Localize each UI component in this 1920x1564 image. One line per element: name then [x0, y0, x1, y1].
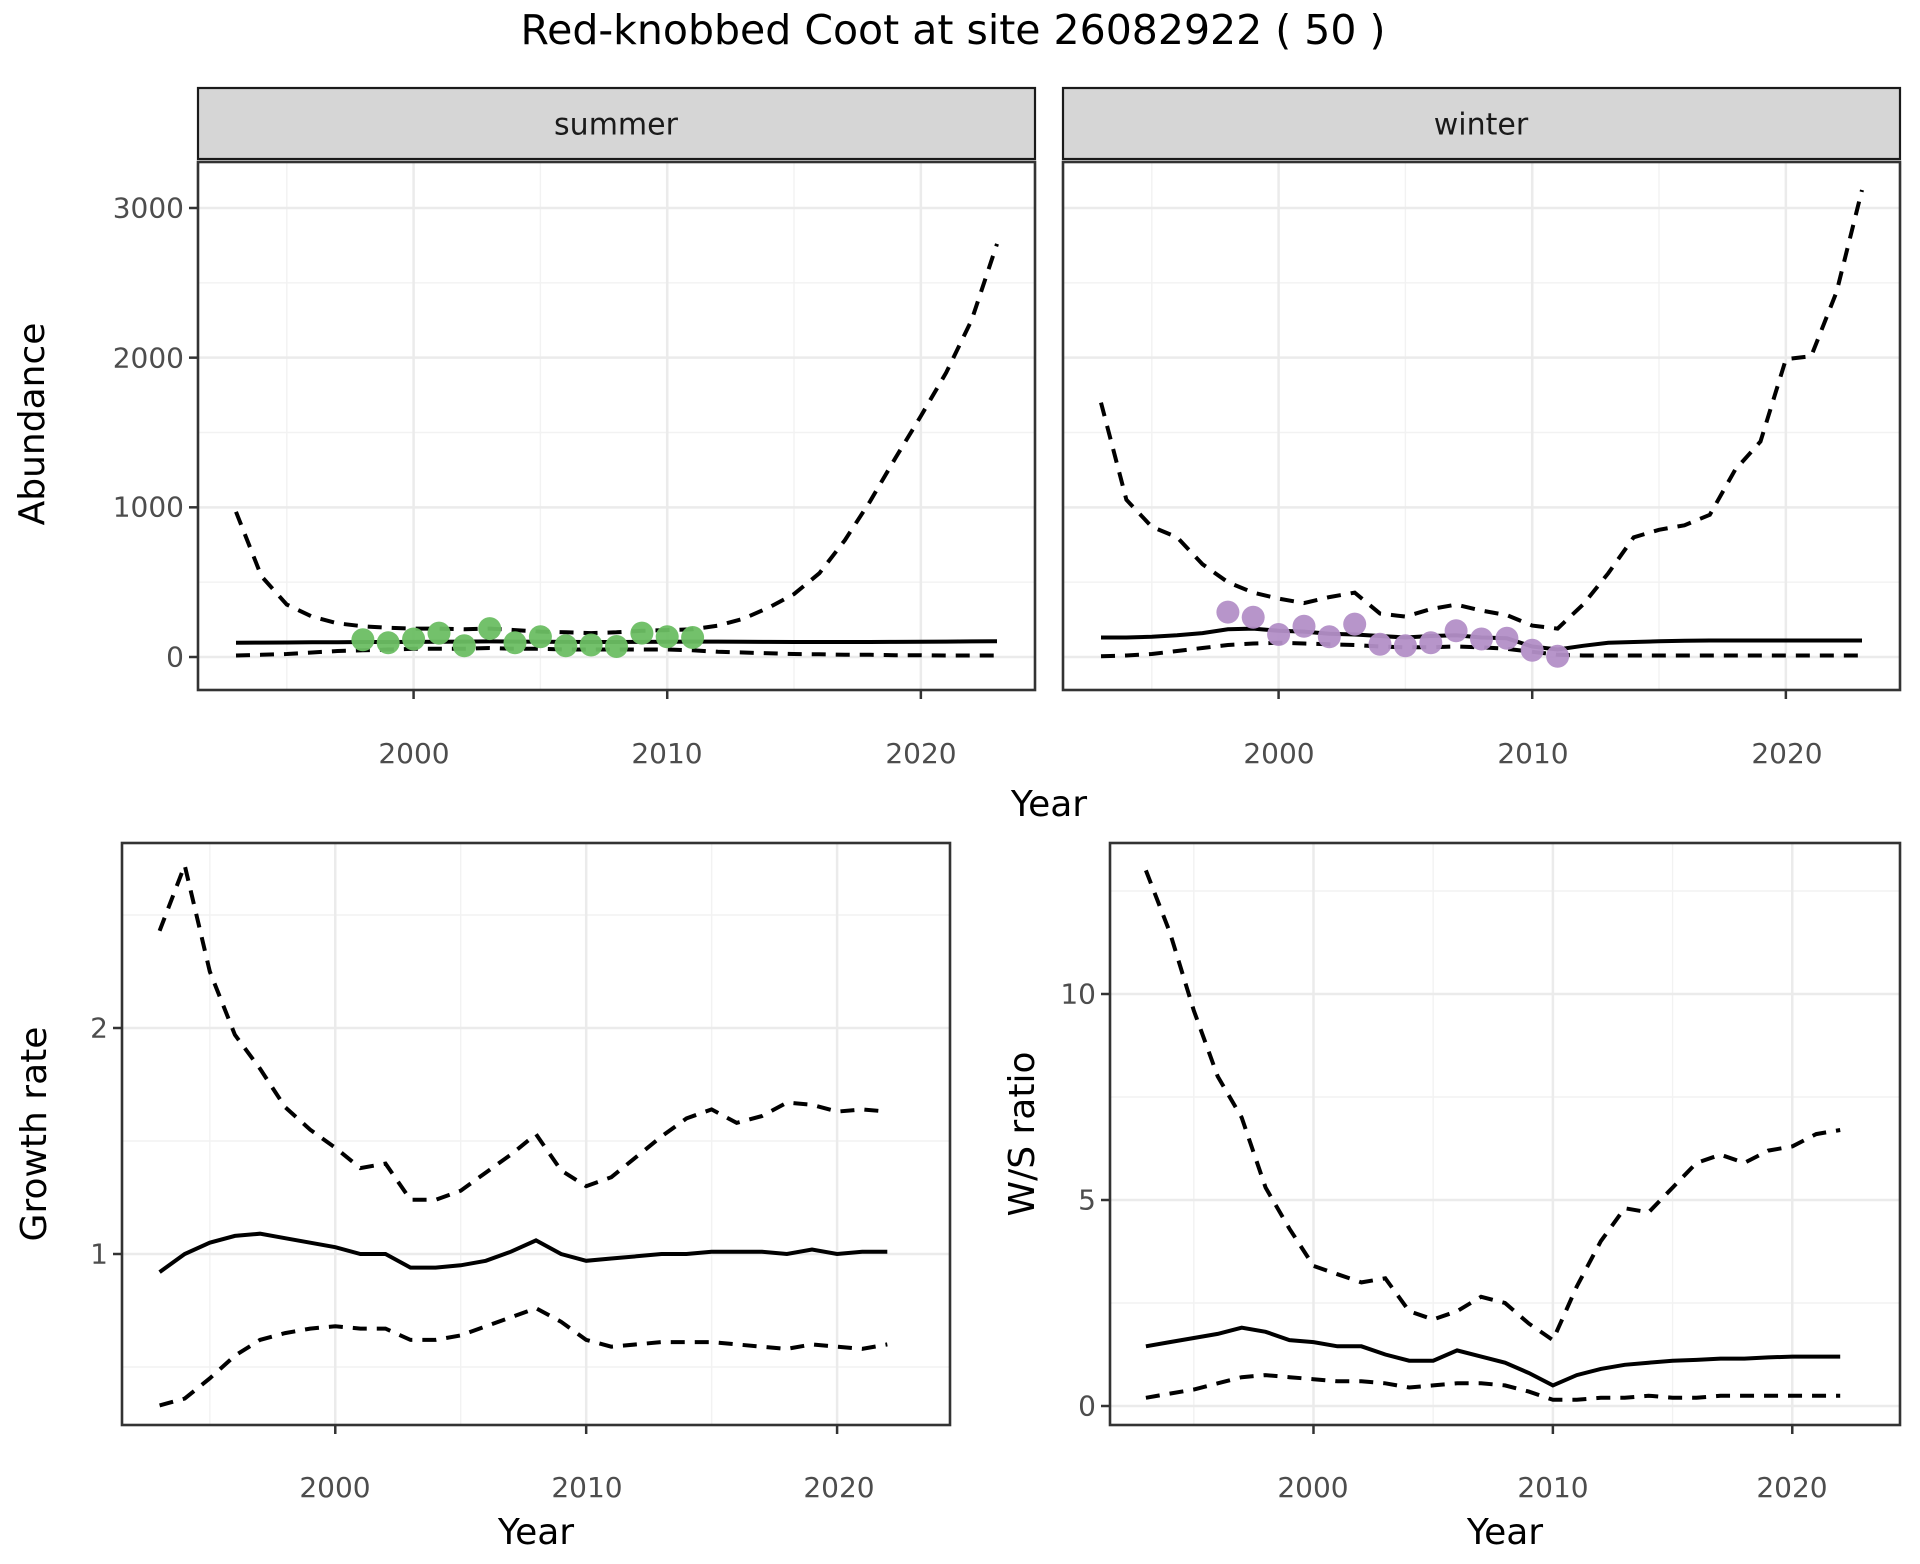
data-point-summer-2007 — [579, 633, 603, 657]
x-axis-title-year-growth: Year — [497, 1512, 574, 1553]
y-tick-ws-5: 5 — [1078, 1184, 1096, 1217]
series-fit — [158, 1231, 888, 1274]
facet-strip-summer-label: summer — [554, 108, 679, 143]
y-tick-growth-2: 2 — [90, 1012, 108, 1045]
data-point-winter-2000 — [1267, 623, 1291, 646]
chart-title: Red-knobbed Coot at site 26082922 ( 50 ) — [520, 6, 1385, 54]
data-point-winter-2002 — [1317, 625, 1341, 649]
data-point-winter-2001 — [1292, 614, 1316, 638]
data-point-summer-2008 — [605, 635, 628, 658]
data-point-winter-2011 — [1546, 644, 1570, 668]
data-point-summer-2006 — [554, 634, 578, 658]
series-lower_ci — [1100, 640, 1862, 659]
x-tick-ws-2010: 2010 — [1517, 1471, 1588, 1504]
facet-strip-winter-label: winter — [1434, 108, 1529, 143]
series-fit — [1145, 1325, 1841, 1388]
x-tick-summer-2000: 2000 — [378, 737, 449, 770]
data-point-winter-1999 — [1241, 605, 1265, 629]
series-lower_ci — [159, 1306, 888, 1408]
x-tick-growth-2000: 2000 — [299, 1471, 370, 1504]
data-point-winter-2006 — [1419, 631, 1443, 655]
data-point-winter-2003 — [1343, 612, 1367, 636]
x-tick-winter-2010: 2010 — [1497, 737, 1568, 770]
x-axis-title-year-ws: Year — [1466, 1512, 1543, 1553]
y-tick-abundance-1000: 1000 — [113, 491, 184, 524]
data-point-winter-2009 — [1495, 626, 1519, 650]
data-point-summer-2011 — [681, 626, 705, 649]
data-point-summer-2001 — [427, 621, 451, 645]
series-upper_ci — [157, 858, 888, 1202]
x-tick-growth-2010: 2010 — [551, 1471, 622, 1504]
series-upper_ci — [1144, 869, 1841, 1344]
series-lower_ci — [1145, 1373, 1841, 1402]
x-axis-title-year-top: Year — [1010, 784, 1087, 825]
x-tick-winter-2000: 2000 — [1243, 737, 1314, 770]
data-point-summer-2002 — [452, 634, 476, 658]
data-point-summer-2000 — [402, 627, 426, 651]
data-point-winter-1998 — [1216, 600, 1240, 624]
data-point-winter-2010 — [1520, 638, 1544, 662]
x-tick-growth-2020: 2020 — [803, 1471, 874, 1504]
y-tick-ws-0: 0 — [1078, 1390, 1096, 1423]
data-point-summer-1999 — [376, 631, 400, 655]
data-point-winter-2008 — [1470, 627, 1493, 651]
y-tick-growth-1: 1 — [90, 1238, 108, 1271]
y-tick-ws-10: 10 — [1060, 978, 1096, 1011]
data-point-summer-2003 — [478, 617, 502, 641]
data-point-summer-1998 — [351, 628, 375, 652]
y-axis-title-ws-ratio: W/S ratio — [1002, 1051, 1043, 1216]
y-axis-title-abundance: Abundance — [12, 323, 53, 526]
facet-strip-winter — [1061, 86, 1902, 161]
series-upper_ci — [234, 243, 999, 636]
x-tick-summer-2010: 2010 — [631, 737, 702, 770]
data-point-summer-2010 — [655, 625, 679, 649]
data-point-summer-2009 — [630, 621, 654, 645]
x-tick-winter-2020: 2020 — [1751, 737, 1822, 770]
x-tick-summer-2020: 2020 — [885, 737, 956, 770]
y-tick-abundance-0: 0 — [166, 641, 184, 674]
data-point-summer-2005 — [528, 625, 552, 649]
y-axis-title-growth-rate: Growth rate — [14, 1027, 55, 1242]
facet-strip-summer — [196, 86, 1037, 161]
data-point-winter-2005 — [1393, 634, 1417, 658]
x-tick-ws-2000: 2000 — [1277, 1471, 1348, 1504]
plot-panels — [113, 160, 1902, 1434]
data-point-winter-2007 — [1444, 619, 1468, 643]
y-tick-abundance-2000: 2000 — [113, 342, 184, 375]
data-point-summer-2004 — [503, 631, 527, 655]
data-point-winter-2004 — [1368, 632, 1392, 656]
y-tick-abundance-3000: 3000 — [113, 192, 184, 225]
x-tick-ws-2020: 2020 — [1756, 1471, 1827, 1504]
